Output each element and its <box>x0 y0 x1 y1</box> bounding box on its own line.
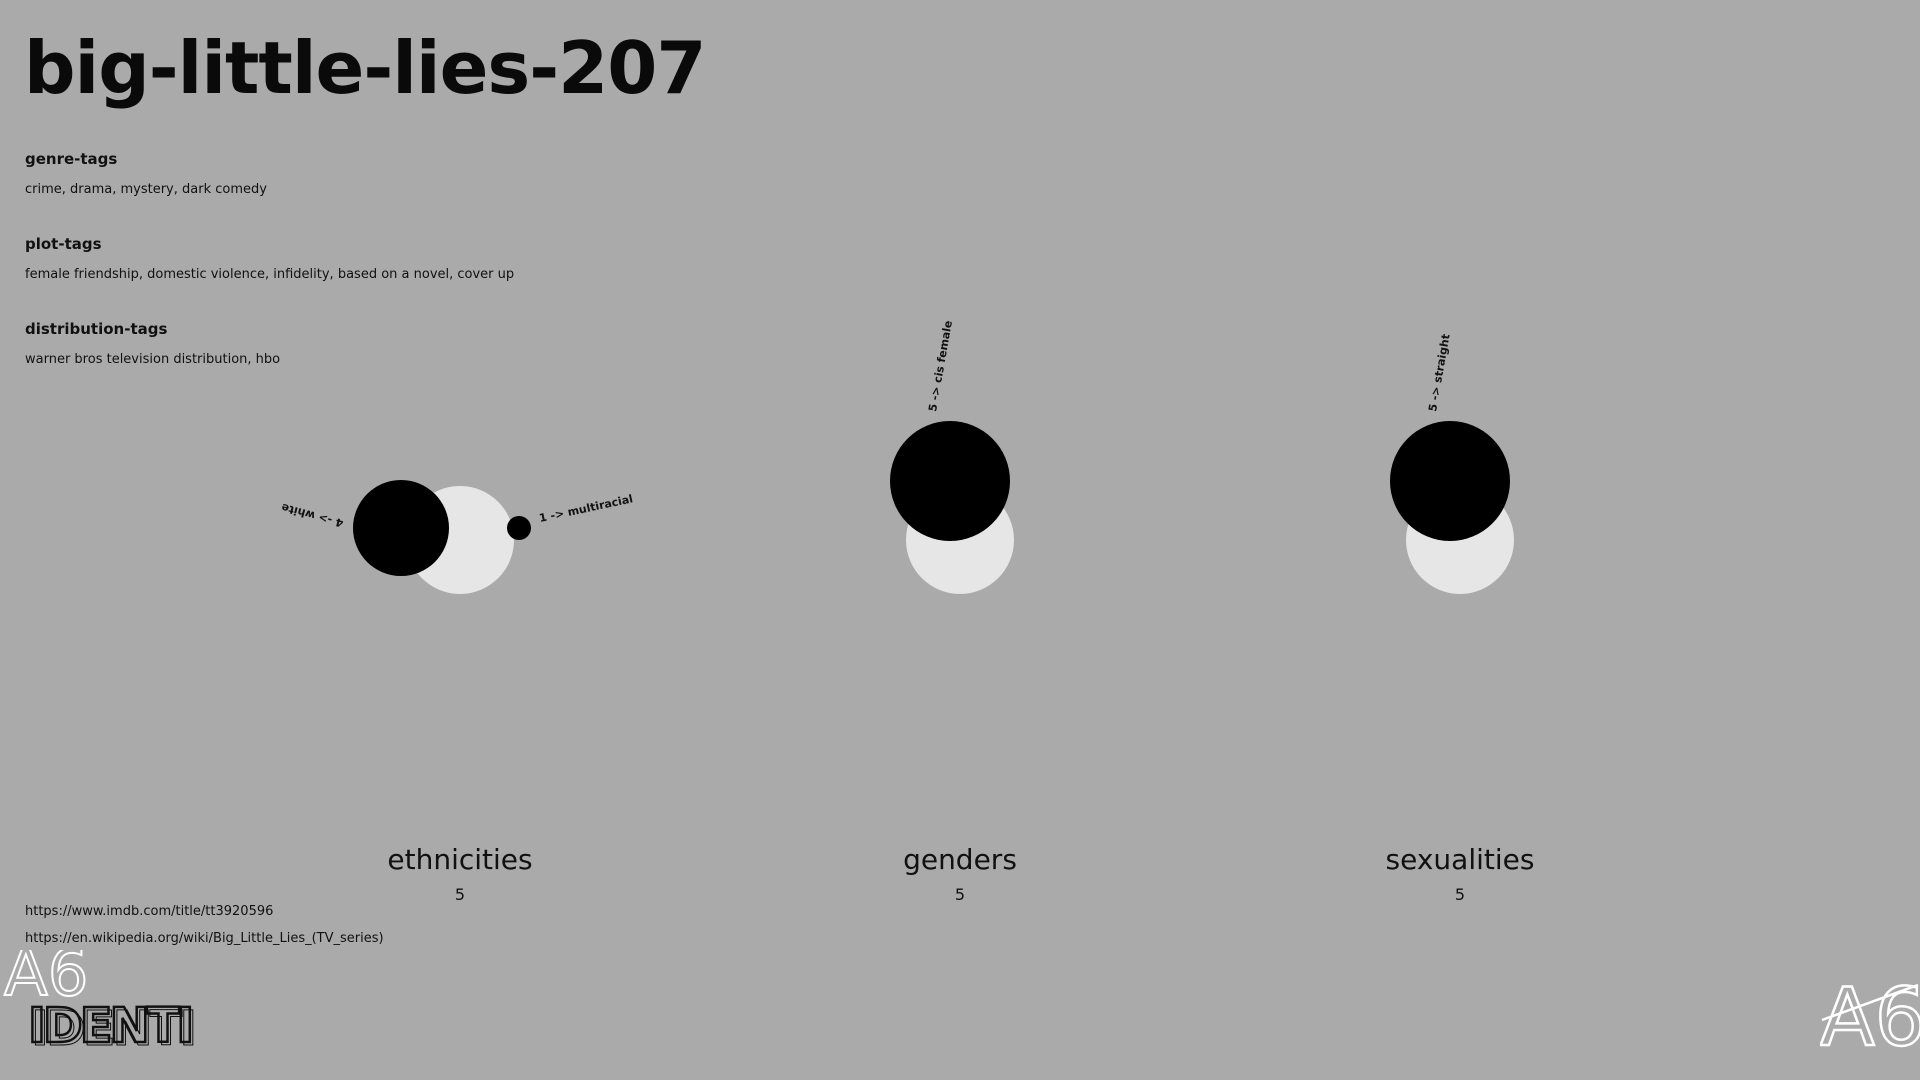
sexualities-count: 5 <box>1455 885 1465 904</box>
genders-label: genders <box>903 843 1017 876</box>
ethnicities-multiracial-circle <box>507 516 531 540</box>
genre-tags-heading: genre-tags <box>25 150 118 168</box>
wikipedia-link[interactable]: https://en.wikipedia.org/wiki/Big_Little… <box>25 931 384 946</box>
plot-tags-heading: plot-tags <box>25 235 102 253</box>
ethnicities-label: ethnicities <box>387 843 532 876</box>
a6-strike-icon <box>1821 983 1919 1022</box>
distribution-tags-heading: distribution-tags <box>25 320 168 338</box>
genders-cis-female-circle <box>890 421 1010 541</box>
identi-logo: A6 IDENTI IDENTI <box>3 950 198 1058</box>
distribution-tags-value: warner bros television distribution, hbo <box>25 352 281 367</box>
ethnicities-white-circle <box>353 480 449 576</box>
distribution-tags-section: distribution-tags warner bros television… <box>25 320 280 367</box>
ethnicities-multiracial-label: 1 -> multiracial <box>538 492 634 525</box>
sexualities-label: sexualities <box>1386 843 1535 876</box>
sexualities-straight-circle <box>1390 421 1510 541</box>
plot-tags-value: female friendship, domestic violence, in… <box>25 267 515 282</box>
sexualities-cluster: 5 -> straight sexualities 5 <box>1386 333 1535 904</box>
sexualities-straight-label: 5 -> straight <box>1426 333 1452 413</box>
genders-count: 5 <box>955 885 965 904</box>
ethnicities-white-label: 4 -> white <box>280 501 345 530</box>
imdb-link[interactable]: https://www.imdb.com/title/tt3920596 <box>25 904 274 919</box>
plot-tags-section: plot-tags female friendship, domestic vi… <box>25 235 514 282</box>
logo-wordmark-shadow: IDENTI <box>31 1001 194 1057</box>
ethnicities-count: 5 <box>455 885 465 904</box>
a6-logo-icon: A6 <box>1820 970 1920 1060</box>
genders-cluster: 5 -> cis female genders 5 <box>890 320 1017 904</box>
external-links: https://www.imdb.com/title/tt3920596 htt… <box>25 904 384 958</box>
ethnicities-cluster: 4 -> white 1 -> multiracial ethnicities … <box>280 480 634 904</box>
genre-tags-value: crime, drama, mystery, dark comedy <box>25 182 267 197</box>
page-title: big-little-lies-207 <box>24 26 706 110</box>
logo-wordmark: IDENTI <box>28 998 191 1054</box>
genre-tags-section: genre-tags crime, drama, mystery, dark c… <box>25 150 267 197</box>
genders-cis-female-label: 5 -> cis female <box>926 320 955 413</box>
logo-mark-glyph: A6 <box>4 950 89 1011</box>
